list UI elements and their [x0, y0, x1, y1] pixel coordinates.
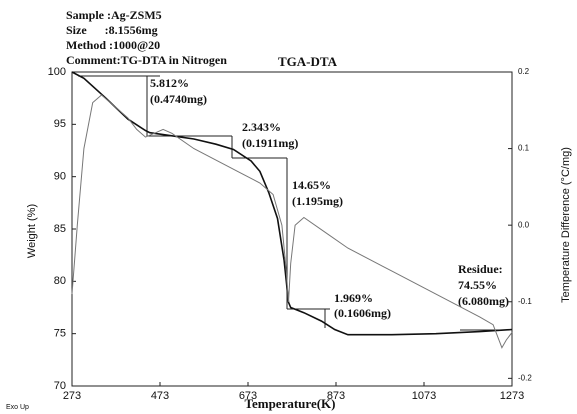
x-tick-label: 273: [63, 390, 81, 402]
y-tick-label: 100: [48, 66, 66, 78]
header-line: Comment:TG-DTA in Nitrogen: [66, 53, 227, 67]
y2-tick-label: -0.1: [518, 297, 532, 306]
y2-axis-label: Temperature Difference (°C/mg): [560, 147, 572, 303]
x-tick-label: 473: [151, 390, 169, 402]
y2-tick-label: -0.2: [518, 373, 532, 382]
annotation: Residue:: [458, 262, 503, 276]
x-axis-label: Temperature(K): [245, 396, 336, 411]
annotation: (1.195mg): [292, 194, 343, 208]
y-tick-label: 80: [54, 275, 66, 287]
annotation: (6.080mg): [458, 294, 509, 308]
header-line: Size :8.1556mg: [66, 23, 158, 37]
annotation: 1.969%: [334, 291, 373, 305]
x-tick-label: 673: [239, 390, 257, 402]
corner-note: Exo Up: [6, 404, 29, 411]
header-line: Method :1000@20: [66, 38, 160, 52]
annotation: (0.1606mg): [334, 306, 391, 320]
y-tick-label: 85: [54, 223, 66, 235]
plot-frame: [71, 71, 513, 387]
x-tick-label: 873: [327, 390, 345, 402]
header-line: Sample :Ag-ZSM5: [66, 8, 162, 22]
annotation: 74.55%: [458, 278, 497, 292]
y2-tick-label: 0.2: [518, 67, 530, 76]
y-tick-label: 75: [54, 328, 66, 340]
annotation: 2.343%: [242, 120, 281, 134]
series-line: [71, 94, 513, 349]
y-tick-label: 90: [54, 171, 66, 183]
y-tick-label: 70: [54, 380, 66, 392]
annotation: 14.65%: [292, 178, 331, 192]
series-line: [71, 71, 513, 336]
annotation: (0.4740mg): [150, 92, 207, 106]
chart-title: TGA-DTA: [278, 54, 338, 69]
annotation: (0.1911mg): [242, 136, 298, 150]
y2-tick-label: 0.1: [518, 144, 530, 153]
y2-tick-label: 0.0: [518, 220, 530, 229]
x-tick-label: 1273: [500, 390, 524, 402]
y-tick-label: 95: [54, 118, 66, 130]
x-tick-label: 1073: [412, 390, 436, 402]
annotation: 5.812%: [150, 76, 189, 90]
y-axis-label: Weight (%): [26, 204, 38, 258]
